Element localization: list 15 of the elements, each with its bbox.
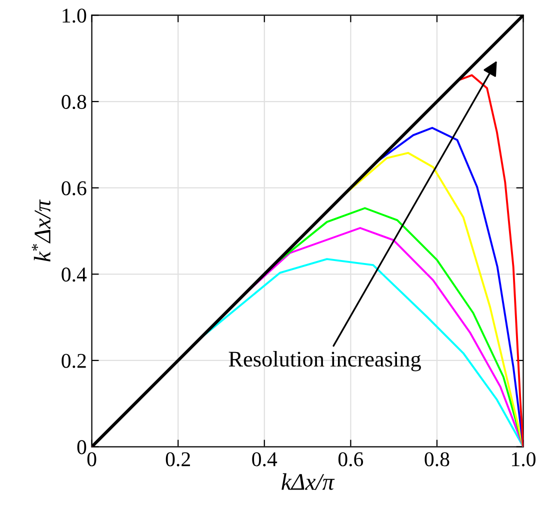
y-tick-label: 1.0	[62, 8, 86, 23]
x-tick-label: 0.4	[252, 452, 278, 466]
x-tick-label: 1.0	[512, 452, 536, 466]
x-tick-label: 0.6	[338, 452, 364, 466]
x-tick-label: 0	[87, 452, 96, 466]
x-axis-title: kΔx/π	[282, 473, 335, 490]
y-tick-label: 0.6	[62, 181, 86, 196]
y-tick-label: 0.8	[62, 94, 86, 110]
annotation: Resolution increasing	[228, 351, 421, 372]
y-tick-label: 0	[77, 440, 86, 454]
y-axis-title: k$^{*}$Δx/π	[32, 199, 51, 262]
x-tick-label: 0.2	[166, 452, 190, 466]
y-tick-label: 0.4	[62, 268, 87, 282]
x-tick-label: 0.8	[424, 452, 450, 466]
y-tick-label: 0.2	[62, 354, 86, 368]
